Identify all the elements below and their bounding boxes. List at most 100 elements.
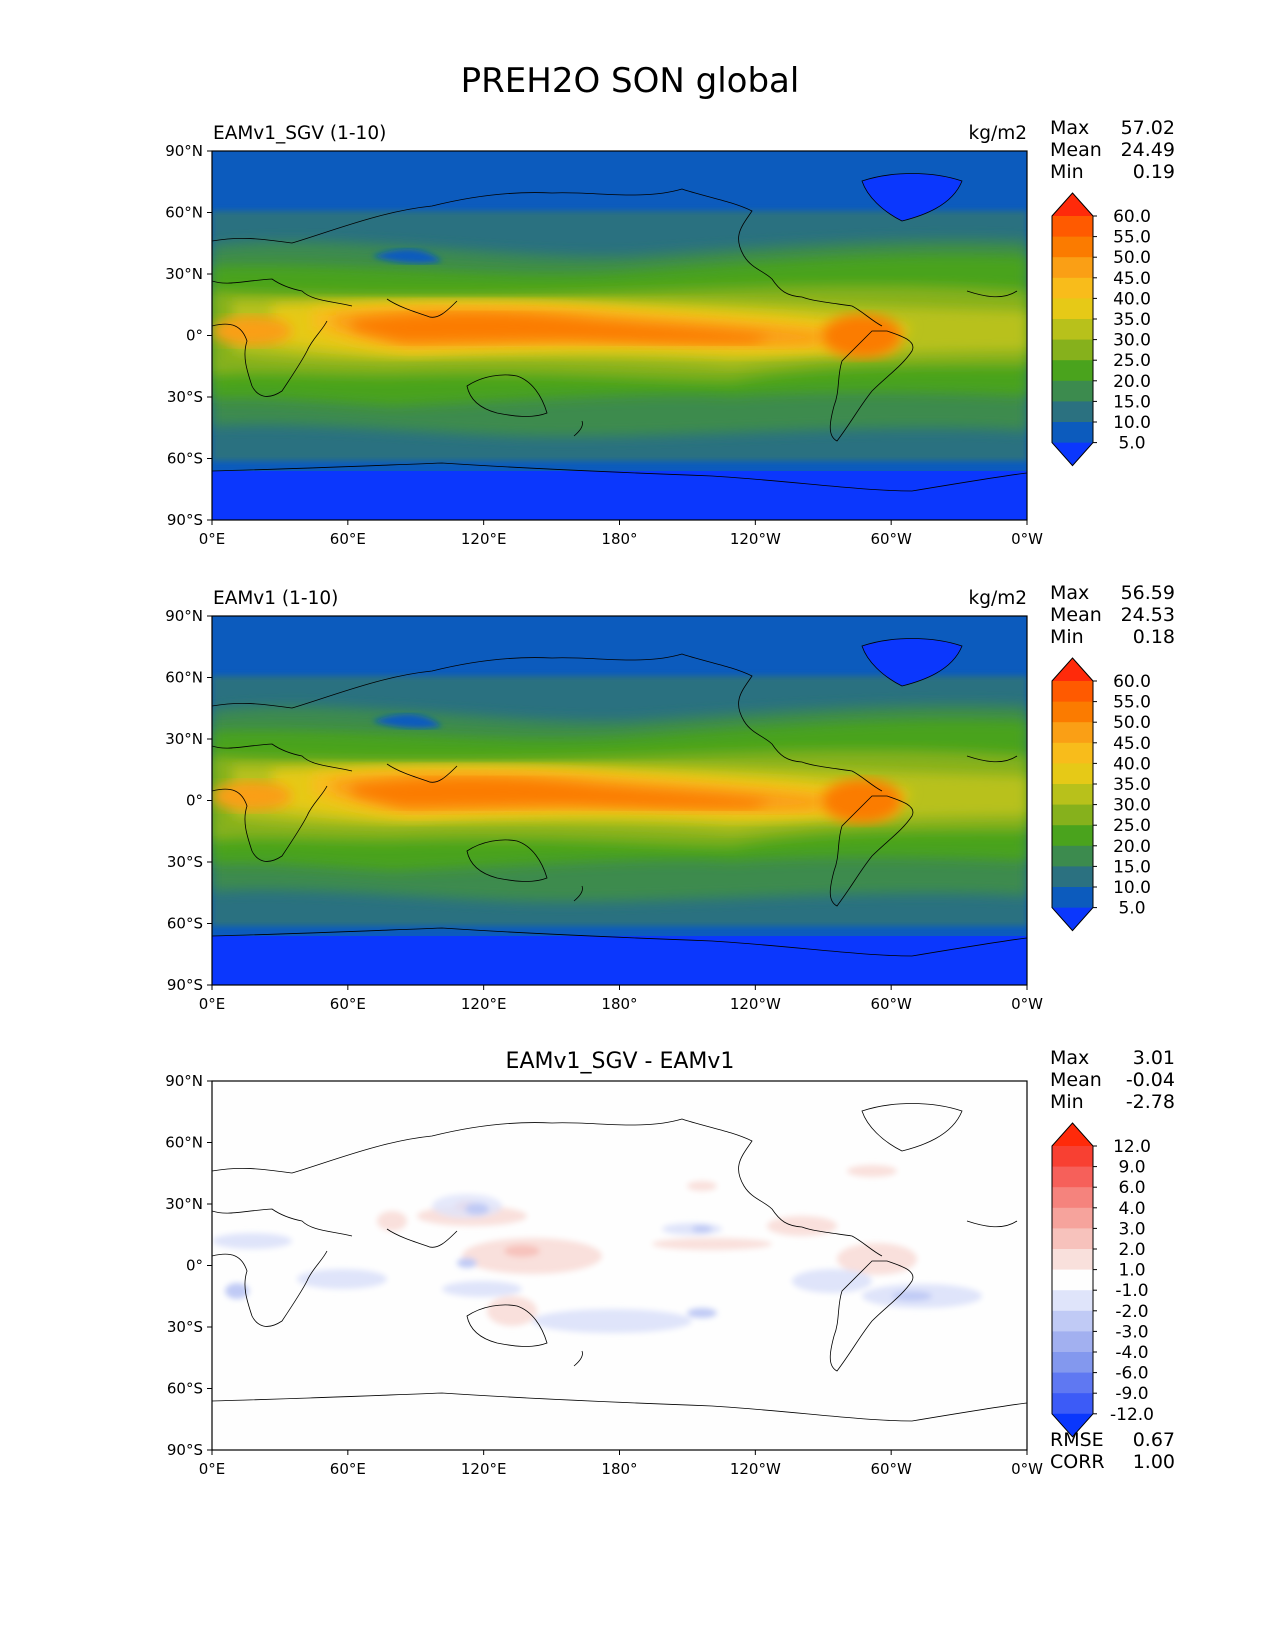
colorbar-label: 60.0 — [1113, 672, 1151, 692]
colorbar-segment — [1052, 319, 1093, 341]
x-tick-label: 120°W — [730, 530, 781, 548]
colorbar-segment — [1052, 277, 1093, 299]
colorbar-label: 35.0 — [1113, 775, 1151, 795]
panel-1-stats: Max 57.02 Mean 24.49 Min 0.19 — [1050, 117, 1175, 183]
y-tick-label: 60°N — [165, 1134, 203, 1152]
x-tick-label: 120°W — [730, 1460, 781, 1478]
y-tick-label: 90°N — [165, 607, 203, 625]
colorbar-segment — [1052, 825, 1093, 847]
colorbar-label: 35.0 — [1113, 310, 1151, 330]
colorbar-label: 50.0 — [1113, 713, 1151, 733]
panel-3-axes: 0°E 60°E 120°E 180° 120°W 60°W 0°W 90°N 60°N 30°N… — [165, 1072, 1043, 1478]
colorbar-upper-extend — [1052, 658, 1093, 681]
panel-2-axes: 0°E 60°E 120°E 180° 120°W 60°W 0°W 90°N 60°N 30°N… — [165, 607, 1043, 1013]
x-tick-label: 60°W — [870, 995, 912, 1013]
colorbar-label: -9.0 — [1115, 1384, 1148, 1404]
panel-2-stat-max-label: Max — [1050, 582, 1089, 604]
y-tick-label: 90°S — [167, 976, 203, 994]
x-tick-label: 60°E — [330, 530, 366, 548]
panel-3-stat-mean-value: -0.04 — [1126, 1069, 1175, 1091]
colorbar-label: -2.0 — [1115, 1302, 1148, 1322]
y-tick-label: 0° — [186, 1257, 203, 1275]
colorbar-label: 40.0 — [1113, 754, 1151, 774]
panel-3-corr-label: CORR — [1050, 1451, 1105, 1473]
panel-2-name: EAMv1 (1-10) — [213, 588, 338, 609]
colorbar-segment — [1052, 804, 1093, 826]
colorbar-segment — [1052, 681, 1093, 703]
panel-1-stat-max-label: Max — [1050, 117, 1089, 139]
colorbar-segment — [1052, 866, 1093, 888]
colorbar-segment — [1052, 1249, 1093, 1271]
panel-3-rmse-value: 0.67 — [1133, 1429, 1175, 1451]
colorbar-label: -6.0 — [1115, 1364, 1148, 1384]
colorbar-segment — [1052, 236, 1093, 258]
colorbar-segment — [1052, 845, 1093, 867]
x-tick-label: 60°W — [870, 530, 912, 548]
colorbar-segment — [1052, 1310, 1093, 1332]
panel-1-stat-mean-value: 24.49 — [1121, 139, 1175, 161]
y-tick-label: 30°N — [165, 730, 203, 748]
panel-3-corr-value: 1.00 — [1133, 1451, 1175, 1473]
y-tick-label: 60°S — [167, 1380, 203, 1398]
x-tick-label: 0°W — [1011, 1460, 1043, 1478]
colorbar-segment — [1052, 216, 1093, 238]
panel-3: EAMv1_SGV - EAMv1 0°E 60°E 120°E 180° 120°W 6… — [165, 1047, 1175, 1478]
y-tick-label: 90°N — [165, 1072, 203, 1090]
colorbar-label: 6.0 — [1118, 1178, 1145, 1198]
colorbar-segment — [1052, 401, 1093, 423]
colorbar-segment — [1052, 887, 1093, 909]
colorbar-label: 25.0 — [1113, 816, 1151, 836]
figure-title: PREH2O SON global — [461, 61, 800, 101]
panel-3-stat-min-value: -2.78 — [1126, 1091, 1175, 1113]
panel-1-axes: 0°E 60°E 120°E 180° 120°W 60°W 0°W 90°N 60°N 30°N… — [165, 142, 1043, 548]
colorbar-label: 50.0 — [1113, 248, 1151, 268]
colorbar-segment — [1052, 339, 1093, 361]
y-tick-label: 60°S — [167, 450, 203, 468]
panel-2-stat-mean-value: 24.53 — [1121, 604, 1175, 626]
colorbar-label: 30.0 — [1113, 796, 1151, 816]
colorbar-upper-extend — [1052, 193, 1093, 216]
panel-3-map — [212, 1081, 1027, 1450]
panel-3-rmse-label: RMSE — [1050, 1429, 1104, 1451]
colorbar-label: 9.0 — [1118, 1158, 1145, 1178]
colorbar-label: -3.0 — [1115, 1322, 1148, 1342]
y-tick-label: 60°S — [167, 915, 203, 933]
panel-2-stat-min-value: 0.18 — [1133, 626, 1175, 648]
colorbar-label: -12.0 — [1110, 1405, 1154, 1425]
y-tick-label: 30°S — [167, 388, 203, 406]
colorbar-label: 1.0 — [1118, 1261, 1145, 1281]
panel-2-stat-min-label: Min — [1050, 626, 1084, 648]
colorbar-label: 20.0 — [1113, 837, 1151, 857]
panel-3-colorbar: 12.09.06.04.03.02.01.0-1.0-2.0-3.0-4.0-6… — [1051, 1122, 1154, 1438]
colorbar-label: 20.0 — [1113, 372, 1151, 392]
colorbar-lower-extend — [1052, 907, 1093, 931]
panel-3-stat-min-label: Min — [1050, 1091, 1084, 1113]
y-tick-label: 60°N — [165, 669, 203, 687]
panel-1-units: kg/m2 — [969, 123, 1027, 144]
colorbar-segment — [1052, 1269, 1093, 1291]
panel-1-name: EAMv1_SGV (1-10) — [213, 123, 386, 144]
panel-3-stats: Max 3.01 Mean -0.04 Min -2.78 — [1050, 1047, 1175, 1113]
colorbar-label: 30.0 — [1113, 331, 1151, 351]
colorbar-lower-extend — [1052, 442, 1093, 466]
colorbar-segment — [1052, 784, 1093, 806]
panel-1-map — [212, 151, 1027, 520]
colorbar-label: -1.0 — [1115, 1281, 1148, 1301]
x-tick-label: 60°W — [870, 1460, 912, 1478]
colorbar-segment — [1052, 1228, 1093, 1250]
panel-3-stat-max-label: Max — [1050, 1047, 1089, 1069]
colorbar-segment — [1052, 701, 1093, 723]
x-tick-label: 120°E — [461, 995, 507, 1013]
y-tick-label: 0° — [186, 327, 203, 345]
colorbar-label: 40.0 — [1113, 289, 1151, 309]
panel-2-stat-max-value: 56.59 — [1121, 582, 1175, 604]
colorbar-label: 2.0 — [1118, 1240, 1145, 1260]
panel-1-stat-min-value: 0.19 — [1133, 161, 1175, 183]
panel-1-stat-min-label: Min — [1050, 161, 1084, 183]
panel-3-stat-max-value: 3.01 — [1133, 1047, 1175, 1069]
colorbar-label: -4.0 — [1115, 1343, 1148, 1363]
colorbar-upper-extend — [1052, 1123, 1093, 1146]
colorbar-label: 45.0 — [1113, 734, 1151, 754]
